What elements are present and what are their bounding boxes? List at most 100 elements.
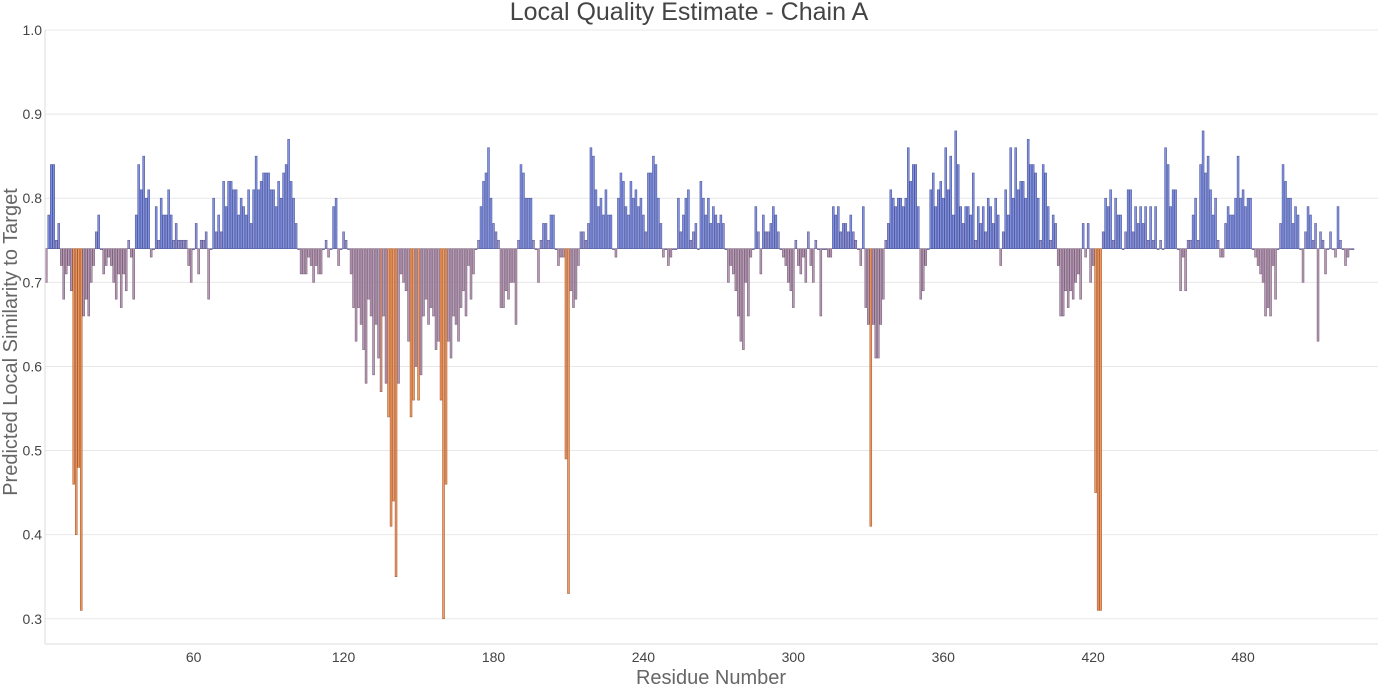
residue-bar xyxy=(1171,189,1175,249)
residue-bar xyxy=(1186,239,1190,249)
residue-bar xyxy=(414,248,418,367)
residue-bar xyxy=(789,248,793,292)
residue-bar xyxy=(297,248,300,250)
residue-bar xyxy=(629,181,633,249)
residue-bar xyxy=(1151,239,1155,249)
residue-bar xyxy=(956,164,960,249)
residue-bar xyxy=(812,248,815,283)
residue-bar xyxy=(824,248,828,250)
residue-bar xyxy=(124,248,128,292)
residue-bar xyxy=(976,206,980,249)
residue-bar xyxy=(1101,231,1105,249)
residue-bar xyxy=(454,248,458,325)
residue-bar xyxy=(1231,214,1235,249)
residue-bar xyxy=(79,248,83,611)
residue-bar xyxy=(1081,223,1085,249)
residue-bar xyxy=(252,189,255,249)
residue-bar xyxy=(867,248,870,325)
residue-bar xyxy=(589,147,593,249)
residue-bar xyxy=(174,223,178,249)
residue-bar xyxy=(667,248,670,266)
residue-bar xyxy=(192,248,195,250)
residue-bar xyxy=(1294,206,1297,249)
residue-bar xyxy=(362,248,365,350)
residue-bar xyxy=(534,248,538,250)
residue-bar xyxy=(1121,248,1125,250)
residue-bar xyxy=(742,248,745,350)
residue-bar xyxy=(544,223,548,249)
residue-bar xyxy=(712,206,715,249)
residue-bar xyxy=(177,239,180,249)
residue-bar xyxy=(1004,189,1007,249)
residue-bar xyxy=(999,248,1002,266)
residue-bar xyxy=(1244,206,1247,249)
residue-bar xyxy=(1144,206,1147,249)
residue-bar xyxy=(1249,197,1252,249)
residue-bar xyxy=(672,248,675,250)
residue-bar xyxy=(699,181,703,249)
residue-bar xyxy=(852,231,855,249)
residue-bar xyxy=(1024,197,1027,249)
residue-bar xyxy=(224,206,228,249)
residue-bar xyxy=(289,181,293,249)
residue-bar xyxy=(884,239,888,249)
residue-bar xyxy=(582,231,585,249)
residue-bar xyxy=(869,248,873,527)
residue-bar xyxy=(147,189,150,249)
residue-bar xyxy=(792,248,795,308)
residue-bar xyxy=(287,139,290,249)
residue-bar xyxy=(592,155,595,249)
residue-bar xyxy=(904,197,908,249)
residue-bar xyxy=(1021,181,1025,249)
residue-bar xyxy=(1079,248,1082,300)
residue-bar xyxy=(1204,172,1207,249)
residue-bar xyxy=(539,239,543,249)
y-tick-label: 0.4 xyxy=(23,527,43,543)
residue-bar xyxy=(859,248,863,266)
residue-bar xyxy=(1146,239,1150,249)
residue-bar xyxy=(594,189,598,249)
residue-bar xyxy=(457,248,460,342)
residue-bar xyxy=(729,248,733,266)
residue-bar xyxy=(779,248,783,250)
residue-bar xyxy=(839,231,843,249)
residue-bar xyxy=(1301,248,1305,283)
x-tick-label: 240 xyxy=(632,649,656,665)
residue-bar xyxy=(617,197,620,249)
residue-bar xyxy=(1286,197,1290,249)
residue-bar xyxy=(1339,239,1342,249)
residue-bar xyxy=(1201,130,1205,249)
residue-bar xyxy=(377,248,380,359)
residue-bar xyxy=(444,248,448,485)
residue-bar xyxy=(1256,248,1260,266)
residue-bar xyxy=(392,248,395,502)
y-tick-label: 1.0 xyxy=(23,22,43,38)
residue-bar xyxy=(754,206,758,249)
residue-bar xyxy=(717,223,720,249)
residue-bar xyxy=(464,248,468,317)
residue-bar xyxy=(332,206,335,249)
residue-bar xyxy=(1309,214,1312,249)
residue-bar xyxy=(774,214,778,249)
residue-bar xyxy=(809,248,813,266)
residue-bar xyxy=(682,214,685,249)
residue-bar xyxy=(1229,214,1232,249)
residue-bar xyxy=(604,189,608,249)
residue-bar xyxy=(172,239,175,249)
residue-bar xyxy=(1351,248,1355,250)
residue-bar xyxy=(627,214,630,249)
residue-bar xyxy=(292,197,295,249)
residue-bar xyxy=(984,231,987,249)
residue-bar xyxy=(597,206,600,249)
residue-bar xyxy=(182,239,185,249)
residue-bar xyxy=(579,231,583,249)
residue-bar xyxy=(72,248,75,485)
residue-bar xyxy=(497,239,500,249)
residue-bar xyxy=(237,214,240,249)
residue-bar xyxy=(89,248,93,283)
residue-bar xyxy=(432,248,435,317)
residue-bar xyxy=(1039,239,1042,249)
residue-bar xyxy=(574,248,578,300)
residue-bar xyxy=(827,248,830,258)
